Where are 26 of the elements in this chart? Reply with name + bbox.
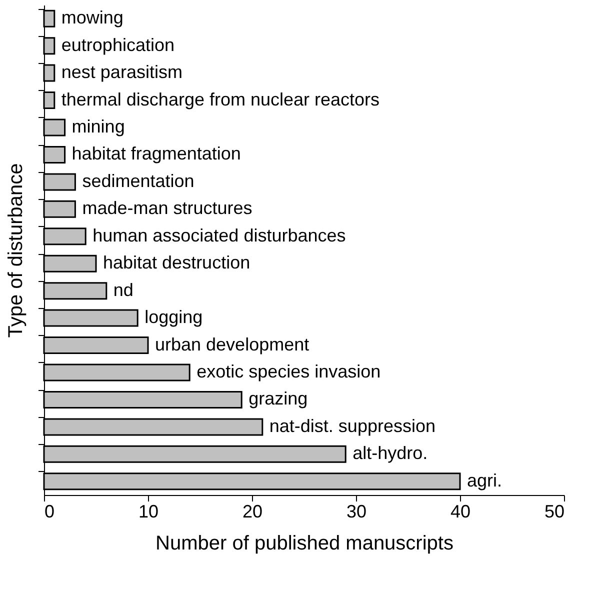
x-tick-label: 40	[450, 502, 471, 522]
y-tick-label: logging	[144, 307, 203, 328]
y-tick-label: thermal discharge from nuclear reactors	[61, 89, 380, 110]
y-tick-label: made-man structures	[82, 198, 252, 218]
y-tick-label: nest parasitism	[61, 62, 182, 82]
y-tick-label: habitat fragmentation	[72, 144, 241, 164]
y-tick-label: sedimentation	[82, 170, 194, 191]
x-tick-label: 0	[44, 502, 55, 522]
y-tick-label: mowing	[61, 8, 124, 28]
y-tick-label: grazing	[248, 388, 308, 409]
y-tick-label: urban development	[155, 334, 310, 354]
x-tick-label: 50	[544, 502, 564, 522]
y-axis-title: Type of disturbance	[5, 163, 27, 338]
y-tick-label: mining	[72, 116, 125, 136]
y-tick-label: eutrophication	[61, 34, 174, 55]
x-axis-title: Number of published manuscripts	[156, 532, 454, 554]
x-tick-label: 10	[138, 502, 159, 522]
y-tick-label: human associated disturbances	[92, 225, 346, 246]
x-tick-label: 30	[346, 502, 367, 522]
x-tick-label: 20	[242, 502, 263, 522]
y-tick-label: alt-hydro.	[352, 443, 428, 464]
y-tick-label: nd	[113, 280, 134, 300]
y-tick-label: habitat destruction	[103, 252, 250, 273]
y-tick-label: exotic species invasion	[196, 362, 381, 382]
y-tick-label: agri.	[467, 470, 502, 490]
y-tick-label: nat-dist. suppression	[269, 416, 436, 436]
